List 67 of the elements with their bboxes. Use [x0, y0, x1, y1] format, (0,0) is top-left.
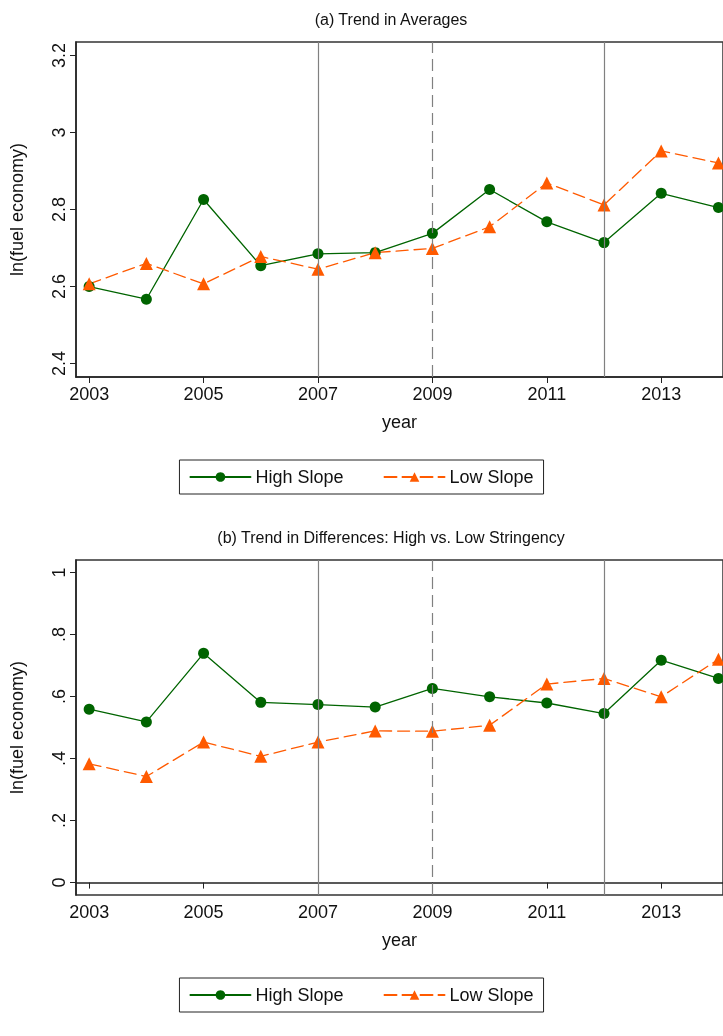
point	[198, 193, 210, 205]
point	[254, 749, 268, 763]
y-tick-label: 3.2	[49, 42, 69, 68]
y-tick-label: .8	[49, 626, 69, 642]
point	[655, 654, 667, 666]
y-tick-label: 2.8	[49, 196, 69, 223]
legend-label: High Slope	[255, 467, 344, 487]
x-axis-title: year	[381, 412, 418, 432]
point	[425, 724, 439, 738]
x-tick-label: 2003	[69, 384, 110, 404]
x-tick-label: 2005	[183, 902, 224, 922]
y-tick-label: 0	[49, 877, 69, 888]
point	[426, 227, 438, 239]
x-tick-label: 2005	[183, 384, 224, 404]
legend-label: Low Slope	[449, 467, 534, 487]
x-tick-label: 2011	[527, 384, 567, 404]
y-tick-label: 2.6	[49, 274, 69, 300]
point	[255, 696, 267, 708]
y-axis-title: ln(fuel economy)	[7, 660, 27, 795]
point	[655, 187, 667, 199]
point	[140, 293, 152, 305]
point	[484, 691, 496, 703]
point	[484, 183, 496, 195]
point	[198, 647, 210, 659]
point	[654, 690, 668, 704]
point	[712, 672, 723, 684]
point	[140, 716, 152, 728]
point	[541, 216, 553, 228]
point	[139, 256, 153, 270]
point	[369, 701, 381, 713]
point	[483, 718, 497, 732]
point	[139, 770, 153, 784]
y-axis-title: ln(fuel economy)	[7, 142, 27, 277]
x-tick-label: 2007	[297, 384, 338, 404]
point	[654, 144, 668, 158]
x-tick-label: 2009	[412, 902, 453, 922]
y-tick-label: 2.4	[49, 351, 69, 377]
x-tick-label: 2003	[69, 902, 110, 922]
point	[197, 735, 211, 749]
point	[197, 277, 211, 291]
point	[712, 202, 723, 214]
point	[83, 703, 95, 715]
x-tick-label: 2013	[641, 902, 682, 922]
point	[541, 697, 553, 709]
y-tick-label: .6	[49, 688, 69, 704]
y-tick-label: 1	[49, 567, 69, 578]
point	[82, 277, 96, 291]
x-tick-label: 2013	[641, 384, 682, 404]
point	[540, 677, 554, 691]
chart-title: (a) Trend in Averages	[314, 10, 468, 28]
point	[82, 757, 96, 771]
x-tick-label: 2011	[527, 902, 567, 922]
point	[254, 249, 268, 263]
y-tick-label: .4	[49, 751, 69, 767]
y-tick-label: 3	[49, 127, 69, 138]
x-tick-label: 2009	[412, 384, 453, 404]
point	[540, 176, 554, 190]
y-tick-label: .2	[49, 813, 69, 829]
point	[483, 220, 497, 234]
point	[368, 724, 382, 738]
x-tick-label: 2007	[297, 902, 338, 922]
point	[711, 156, 723, 170]
legend-label: Low Slope	[449, 985, 534, 1005]
chart-title: (b) Trend in Differences: High vs. Low Stringency	[217, 528, 565, 546]
x-axis-title: year	[381, 930, 418, 950]
legend-label: High Slope	[255, 985, 344, 1005]
point	[711, 652, 723, 666]
